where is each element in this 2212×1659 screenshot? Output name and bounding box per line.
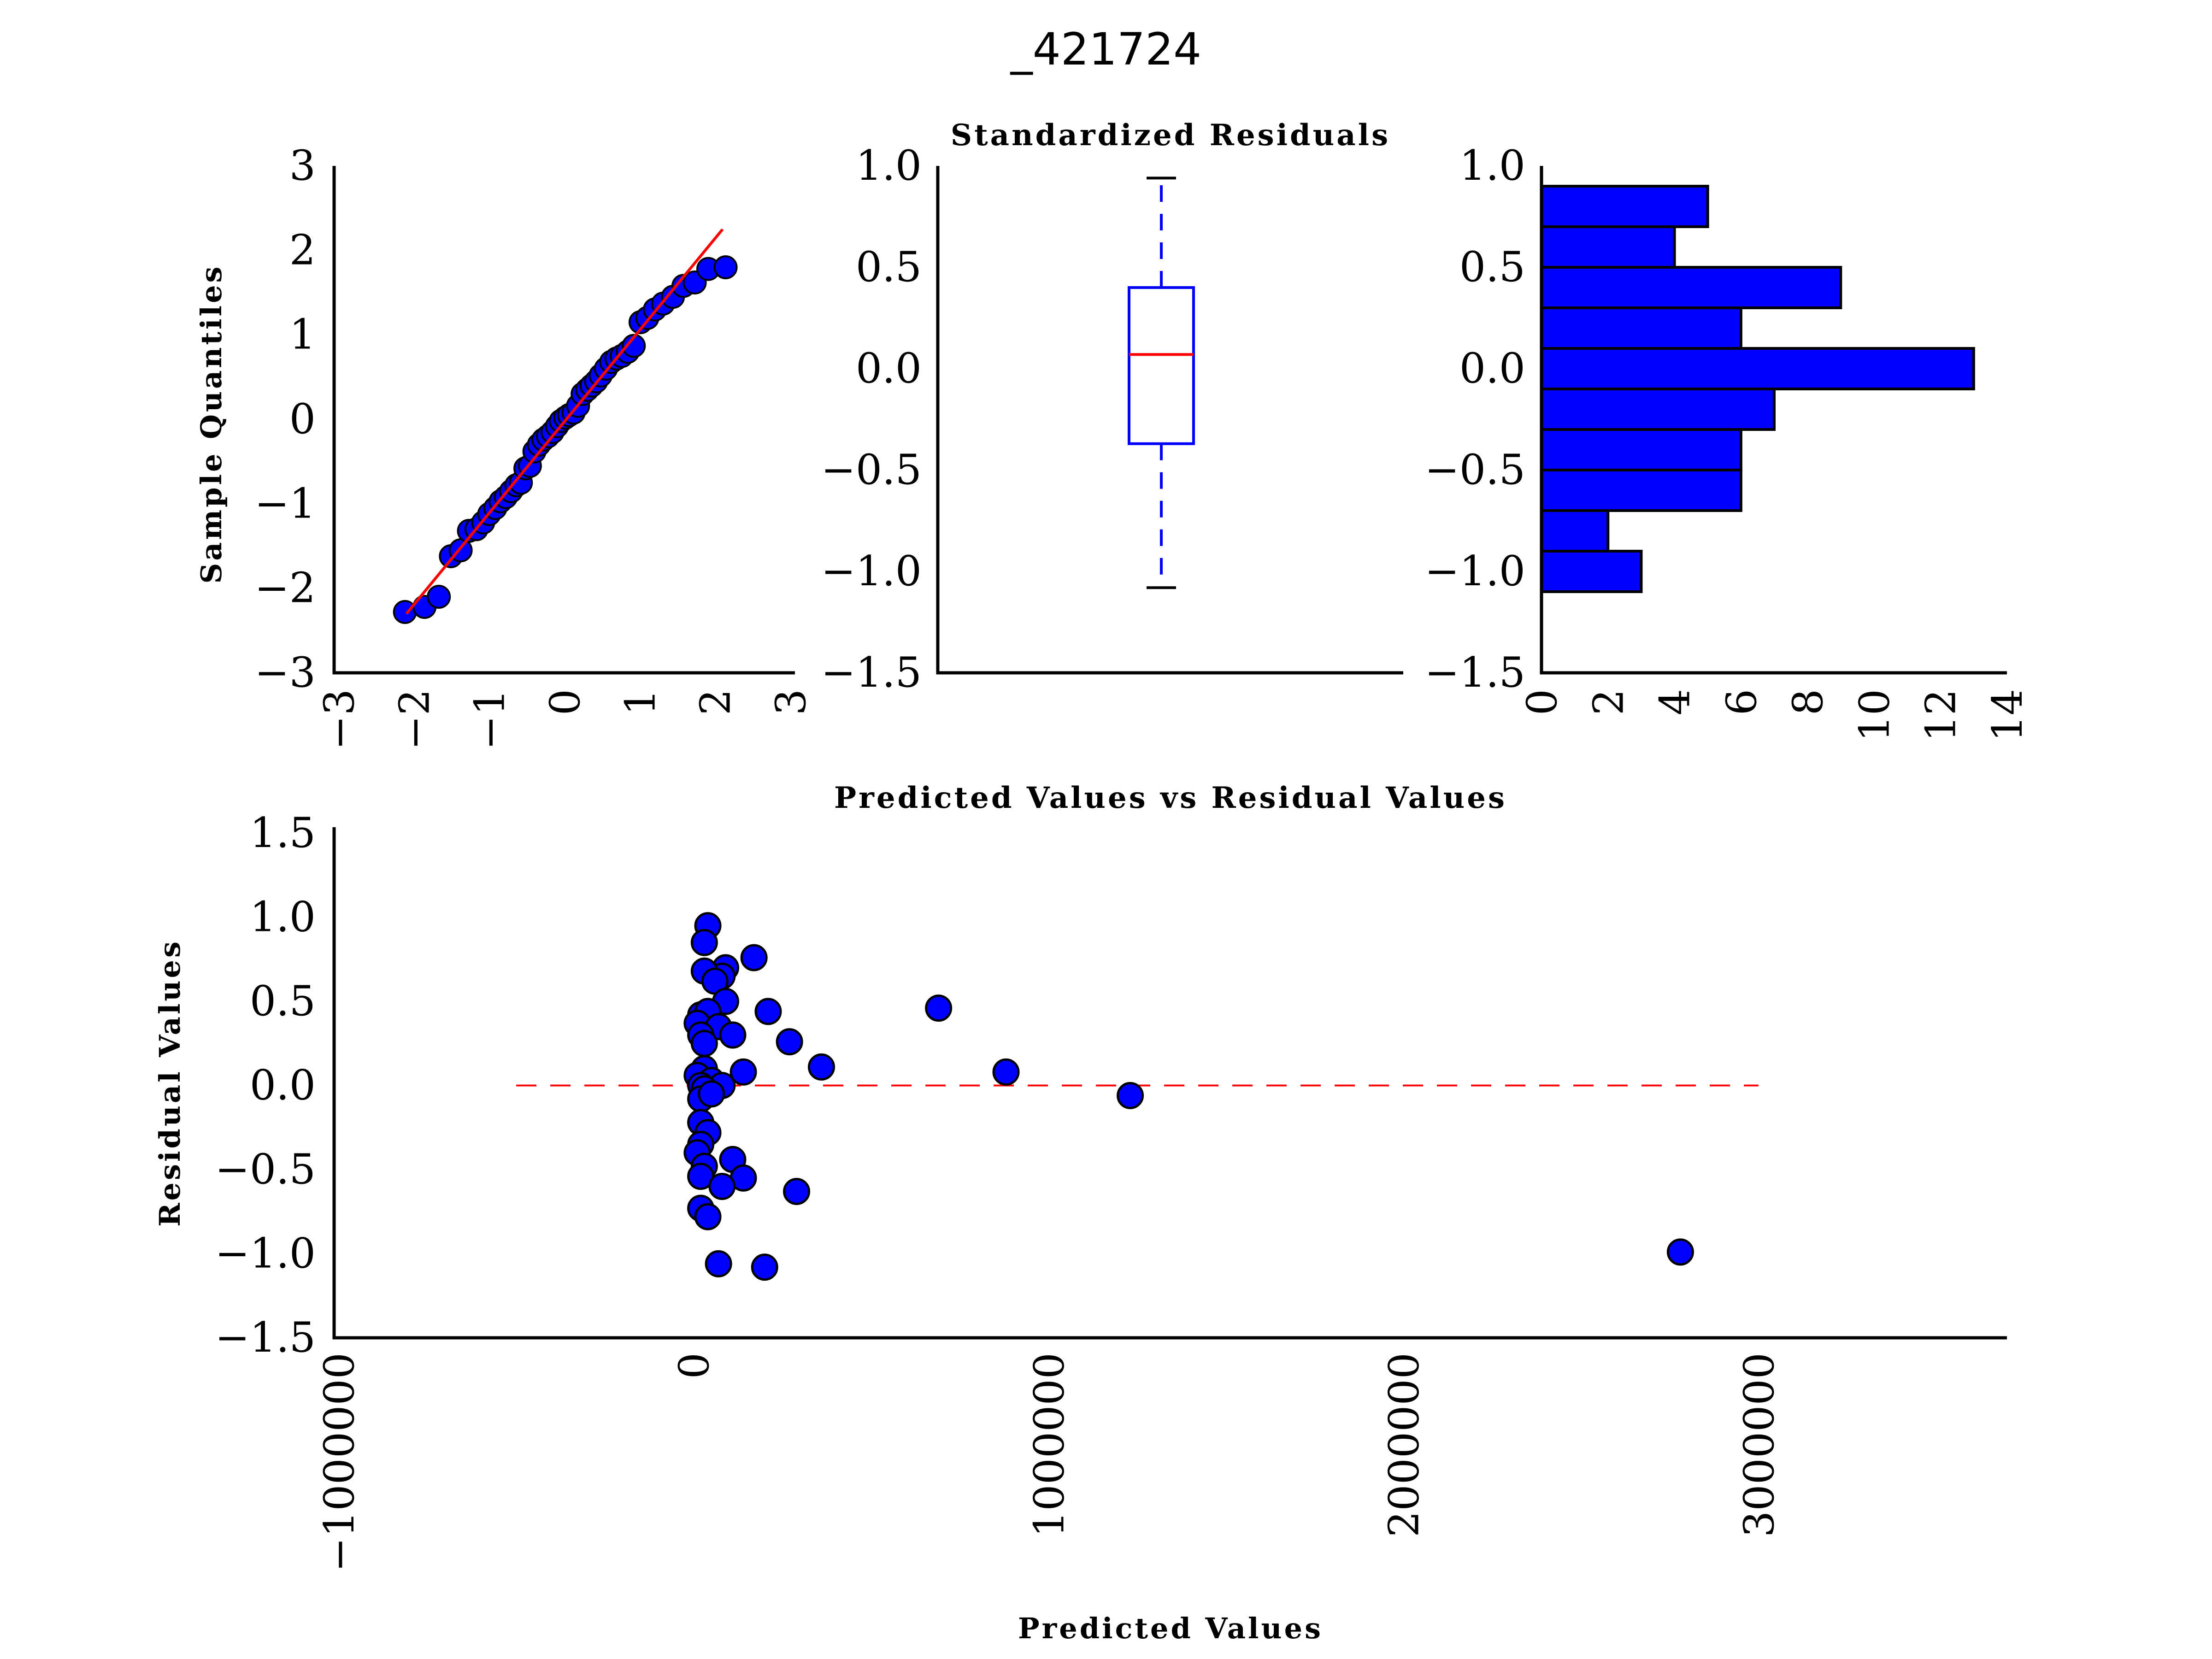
y-tick-label: 0.5 [250,977,316,1025]
hist-axes [1540,166,2007,675]
residual-point [705,1250,732,1277]
y-tick-label: 0.0 [1459,344,1525,393]
figure-title: _421724 [1010,24,1201,75]
y-tick-label: 2 [289,226,316,274]
x-tick-label: 6 [1718,689,1766,715]
hist-bar [1540,428,1742,471]
x-tick-label: 12 [1917,689,1965,742]
y-tick-label: 1.0 [250,893,316,941]
y-tick-label: −0.5 [1424,446,1525,494]
residual-plot: Predicted Values vs Residual Values Resi… [153,781,2007,1645]
histogram: 1.0 0.5 0.0 −0.5 −1.0 −1.50 2 4 6 8 10 12 14 [1424,141,2032,742]
y-tick-label: −1.5 [821,648,922,697]
x-tick-label: 10 [1850,689,1899,742]
x-tick-label: 0 [670,1353,718,1379]
residual-point [690,929,718,956]
x-tick-label: 0 [541,689,589,715]
y-tick-label: −0.5 [821,446,922,494]
residual-point [925,994,953,1022]
y-tick-label: −1.5 [215,1313,316,1362]
y-tick-label: −3 [254,648,316,697]
box-axes [936,166,1403,675]
hist-bar [1540,266,1842,309]
x-tick-label: −2 [390,689,439,750]
x-tick-label: 2 [692,689,740,715]
y-tick-label: −1 [254,479,316,528]
resid-xlabel: Predicted Values [1018,1612,1323,1645]
y-tick-label: 0.0 [856,344,922,393]
hist-bar [1540,509,1610,553]
x-tick-label: 4 [1651,689,1700,715]
residual-point [740,944,768,971]
hist-bar [1540,347,1975,390]
x-tick-label: 2 [1584,689,1633,715]
x-tick-label: −1000000 [315,1353,364,1572]
residual-point [708,1173,736,1200]
x-tick-label: −3 [315,689,364,750]
hist-bar [1540,306,1742,350]
residual-point [729,1058,757,1086]
x-tick-label: 1000000 [1025,1353,1073,1537]
residual-point [1117,1082,1144,1109]
hist-bar [1540,469,1742,512]
y-tick-label: −1.5 [1424,648,1525,697]
y-tick-label: 0.5 [856,243,922,291]
residual-point [694,1203,722,1230]
x-tick-label: 1 [616,689,665,715]
qq-ylabel: Sample Quantiles [194,265,228,584]
box-iqr [1128,286,1195,445]
y-tick-label: −0.5 [215,1145,316,1194]
residual-point [754,998,782,1025]
y-tick-label: 3 [289,141,316,190]
x-tick-label: 3 [767,689,815,715]
y-tick-label: −1.0 [821,547,922,595]
resid-title: Predicted Values vs Residual Values [834,781,1507,815]
x-tick-label: 2000000 [1380,1353,1429,1537]
hist-bar [1540,388,1776,431]
residual-point [751,1253,778,1281]
residual-point [719,1021,747,1049]
qq-point [622,334,646,358]
residual-point [992,1058,1020,1086]
y-tick-label: 1.0 [856,141,922,190]
x-tick-label: −1 [466,689,514,750]
hist-bar [1540,550,1643,593]
x-tick-label: 14 [1983,689,2032,742]
qq-axes [332,166,795,675]
qq-plot: Sample Quantiles 3 2 1 0 −1 −2 −3−3 −2 −1 0 1 2 3 [194,141,815,750]
hist-bar [1540,225,1676,269]
x-tick-label: 0 [1518,689,1566,715]
qq-point [427,585,451,609]
x-tick-label: 3000000 [1735,1353,1783,1537]
residual-point [698,1080,725,1108]
y-tick-label: 1.5 [250,809,316,857]
qq-fit-line [405,228,724,615]
hist-bar [1540,185,1709,228]
x-tick-label: 8 [1784,689,1832,715]
residual-point [783,1177,811,1205]
y-tick-label: 0 [289,395,316,443]
y-tick-label: 0.5 [1459,243,1525,291]
y-tick-label: −1.0 [215,1230,316,1278]
resid-ylabel: Residual Values [153,939,187,1227]
residual-point [776,1028,803,1056]
box-plot: Standardized Residuals 1.0 0.5 0.0 −0.5 −1.0… [821,118,1403,697]
y-tick-label: −1.0 [1424,547,1525,595]
y-tick-label: 0.0 [250,1061,316,1110]
residual-point [807,1053,835,1081]
resid-axes [332,827,2007,1340]
qq-point [713,255,738,279]
residual-point [690,1030,718,1057]
residual-point [1666,1238,1694,1266]
y-tick-label: 1.0 [1459,141,1525,190]
y-tick-label: 1 [289,311,316,359]
y-tick-label: −2 [254,564,316,612]
box-title: Standardized Residuals [951,118,1390,153]
